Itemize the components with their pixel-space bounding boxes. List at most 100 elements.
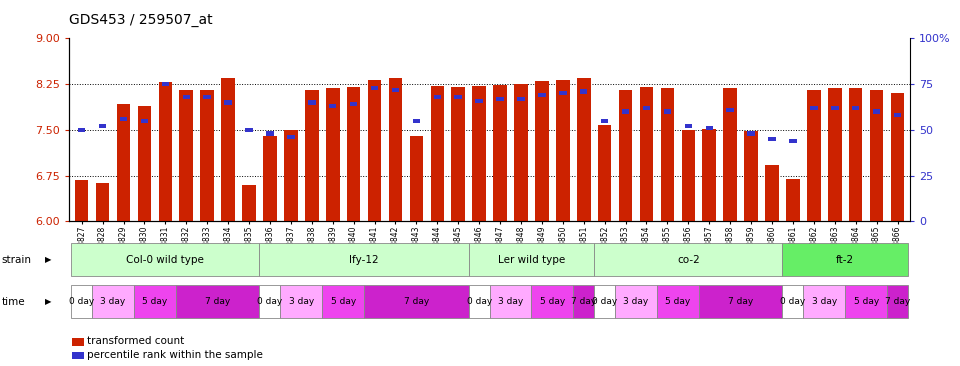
Bar [246,128,252,132]
Bar [535,81,549,221]
Bar [204,95,211,99]
Bar [287,135,295,139]
Text: lfy-12: lfy-12 [349,255,379,265]
Bar [266,131,274,136]
Text: Col-0 wild type: Col-0 wild type [127,255,204,265]
Text: strain: strain [2,255,32,265]
Bar [660,89,674,221]
Bar [75,180,88,221]
Text: 5 day: 5 day [540,298,565,306]
Bar [724,89,737,221]
Bar [706,126,713,130]
Text: time: time [2,297,26,307]
Bar [493,85,507,221]
Bar [120,117,128,121]
Bar [347,87,360,221]
Bar [619,90,633,221]
Bar [810,106,818,110]
Bar [454,95,462,99]
Bar [78,128,85,132]
Bar [349,102,357,107]
Text: 0 day: 0 day [592,298,617,306]
Bar [703,129,716,221]
Text: 7 day: 7 day [205,298,230,306]
Bar [727,108,733,112]
Bar [643,106,650,110]
Bar [434,95,441,99]
Bar [807,90,821,221]
Bar [891,93,904,221]
Text: transformed count: transformed count [87,336,184,346]
Bar [430,86,444,221]
Bar [765,165,779,221]
Bar [225,100,232,105]
Text: 3 day: 3 day [498,298,523,306]
Bar [389,78,402,221]
Bar [284,130,298,221]
Bar [639,87,654,221]
Bar [368,80,381,221]
Text: 3 day: 3 day [812,298,837,306]
Text: 0 day: 0 day [69,298,94,306]
Bar [556,80,569,221]
Text: co-2: co-2 [677,255,700,265]
Bar [141,119,148,123]
Text: ▶: ▶ [45,298,52,306]
Bar [831,106,838,110]
Bar [601,119,609,123]
Text: 7 day: 7 day [728,298,754,306]
Bar [96,183,109,221]
Bar [747,131,755,136]
Bar [828,89,842,221]
Bar [598,125,612,221]
Bar [475,98,483,103]
Text: 3 day: 3 day [623,298,649,306]
Text: 0 day: 0 day [257,298,282,306]
Bar [768,137,776,141]
Bar [744,131,757,221]
Bar [472,86,486,221]
Bar [99,124,107,128]
Bar [222,78,235,221]
Bar [684,124,692,128]
Bar [325,89,340,221]
Bar [305,90,319,221]
Bar [451,87,465,221]
Bar [682,130,695,221]
Bar [663,109,671,114]
Bar [622,109,630,114]
Text: GDS453 / 259507_at: GDS453 / 259507_at [69,13,213,27]
Bar [849,89,862,221]
Bar [180,90,193,221]
Bar [580,89,588,94]
Bar [496,97,504,101]
Text: 7 day: 7 day [571,298,596,306]
Text: 7 day: 7 day [885,298,910,306]
Bar [182,95,190,99]
Text: 0 day: 0 day [780,298,805,306]
Bar [789,139,797,143]
Bar [158,82,172,221]
Text: Ler wild type: Ler wild type [498,255,565,265]
Bar [515,84,528,221]
Text: 5 day: 5 day [665,298,690,306]
Bar [161,82,169,86]
Bar [413,119,420,123]
Bar [201,90,214,221]
Bar [894,113,901,117]
Bar [263,136,276,221]
Text: 7 day: 7 day [404,298,429,306]
Bar [329,104,336,108]
Bar [117,104,131,221]
Text: ▶: ▶ [45,255,52,264]
Bar [852,106,859,110]
Bar [577,78,590,221]
Text: percentile rank within the sample: percentile rank within the sample [87,350,263,360]
Text: ft-2: ft-2 [836,255,854,265]
Text: 5 day: 5 day [330,298,356,306]
Bar [873,109,880,114]
Text: 3 day: 3 day [289,298,314,306]
Bar [539,93,545,97]
Text: 5 day: 5 day [142,298,167,306]
Text: 5 day: 5 day [853,298,878,306]
